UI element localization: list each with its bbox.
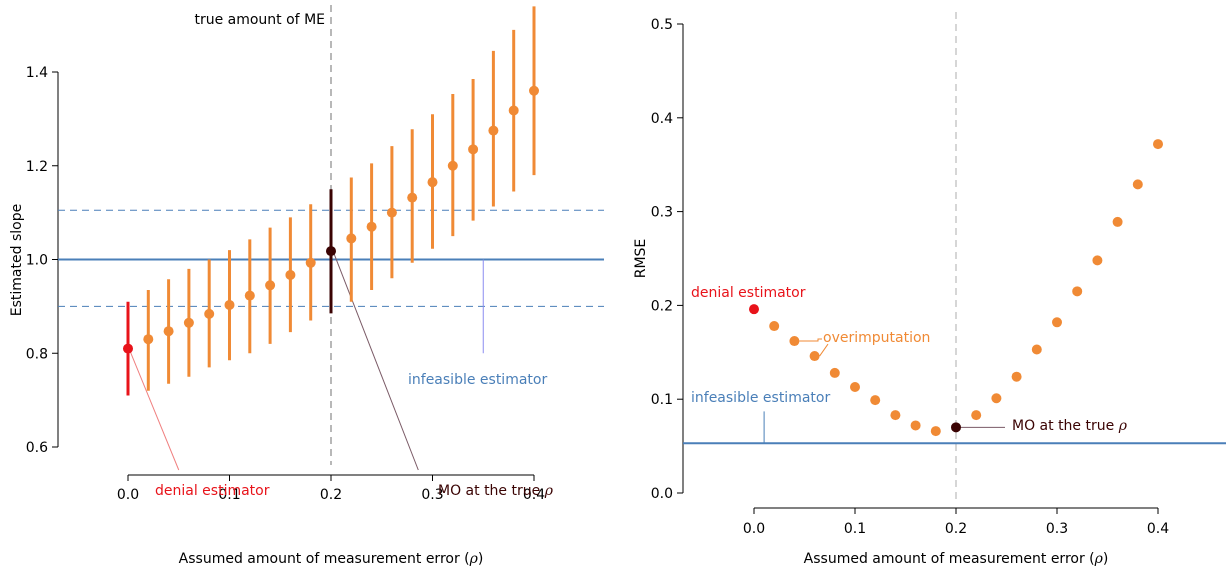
estimate-point bbox=[468, 144, 479, 155]
estimate-point bbox=[244, 290, 255, 301]
rmse-point bbox=[1092, 255, 1103, 266]
estimate-point bbox=[204, 308, 215, 319]
y-tick-label: 0.3 bbox=[651, 205, 673, 221]
y-tick-label: 1.2 bbox=[26, 159, 48, 175]
y-tick-label: 0.1 bbox=[651, 392, 673, 408]
y-tick-label: 0.4 bbox=[651, 111, 673, 127]
y-tick-label: 0.6 bbox=[26, 440, 48, 456]
overimputation-label: overimputation bbox=[823, 330, 930, 346]
infeasible-estimator-label: infeasible estimator bbox=[408, 372, 547, 388]
rmse-point bbox=[1132, 179, 1143, 190]
rmse-point bbox=[1153, 139, 1163, 150]
estimate-point bbox=[183, 317, 194, 328]
estimate-point bbox=[305, 257, 316, 268]
estimate-point bbox=[508, 105, 519, 116]
rmse-point bbox=[1011, 371, 1022, 382]
x-tick-label: 0.3 bbox=[421, 487, 443, 503]
y-axis-label: RMSE bbox=[633, 239, 649, 279]
y-tick-label: 0.2 bbox=[651, 298, 673, 314]
denial-rmse-point bbox=[749, 304, 759, 315]
denial-estimate-point bbox=[123, 343, 133, 354]
y-tick-label: 0.5 bbox=[651, 17, 673, 33]
rmse-point bbox=[910, 420, 921, 431]
rmse-point bbox=[1112, 216, 1123, 227]
x-tick-label: 0.0 bbox=[117, 487, 139, 503]
rmse-point bbox=[829, 367, 840, 378]
mo-true-estimate-point bbox=[326, 246, 336, 257]
infeasible-estimator-label: infeasible estimator bbox=[691, 390, 830, 406]
estimate-point bbox=[488, 125, 499, 136]
rmse-point bbox=[850, 382, 860, 393]
x-tick-label: 0.1 bbox=[218, 487, 240, 503]
x-tick-label: 0.0 bbox=[743, 521, 765, 537]
estimate-point bbox=[427, 177, 438, 188]
y-tick-label: 1.0 bbox=[26, 253, 48, 269]
estimate-point bbox=[285, 269, 296, 280]
mo-true-rmse-point bbox=[951, 422, 961, 433]
y-tick-label: 0.8 bbox=[26, 346, 48, 362]
estimate-point bbox=[447, 160, 458, 171]
denial-pointer bbox=[128, 348, 180, 471]
rmse-panel: 0.0 0.1 0.2 0.3 0.4 0.5 0.0 0.1 0.2 0.3 0.4 denia… bbox=[633, 12, 1226, 567]
x-tick-label: 0.3 bbox=[1046, 521, 1068, 537]
rmse-point bbox=[809, 351, 820, 362]
x-tick-label: 0.4 bbox=[523, 487, 545, 503]
rmse-point bbox=[890, 410, 901, 421]
estimate-point bbox=[143, 334, 154, 345]
mo-true-label: MO at the true ρ bbox=[1012, 418, 1128, 434]
denial-estimator-label: denial estimator bbox=[691, 285, 806, 301]
rmse-point bbox=[769, 321, 780, 332]
slope-panel: 0.6 0.8 1.0 1.2 1.4 0.0 0.1 0.2 0.3 0.4 true amo… bbox=[9, 5, 604, 567]
estimate-point bbox=[265, 280, 276, 291]
estimate-point bbox=[163, 326, 174, 337]
estimate-point bbox=[386, 207, 397, 218]
rmse-point bbox=[1052, 317, 1062, 328]
x-axis-label: Assumed amount of measurement error (ρ) bbox=[804, 551, 1109, 567]
rmse-point bbox=[870, 395, 881, 406]
overimputation-pointer-2 bbox=[819, 343, 829, 357]
x-tick-label: 0.2 bbox=[320, 487, 342, 503]
estimate-point bbox=[529, 85, 539, 96]
estimate-point bbox=[346, 233, 357, 244]
x-tick-label: 0.1 bbox=[844, 521, 866, 537]
y-axis-label: Estimated slope bbox=[9, 204, 25, 316]
rmse-point bbox=[1031, 344, 1042, 355]
overimputation-pointer bbox=[799, 338, 822, 342]
rmse-point bbox=[991, 393, 1002, 404]
estimate-point bbox=[366, 221, 377, 232]
rmse-point bbox=[789, 336, 800, 347]
x-tick-label: 0.2 bbox=[945, 521, 967, 537]
denial-estimator-label: denial estimator bbox=[155, 483, 270, 499]
rmse-point bbox=[1072, 286, 1083, 297]
x-axis-label: Assumed amount of measurement error (ρ) bbox=[179, 551, 484, 567]
mo-true-label: MO at the true ρ bbox=[438, 483, 554, 499]
estimate-point bbox=[224, 299, 235, 310]
rmse-point bbox=[971, 410, 982, 421]
estimate-point bbox=[407, 192, 418, 203]
x-tick-label: 0.4 bbox=[1147, 521, 1169, 537]
y-tick-label: 1.4 bbox=[26, 65, 48, 81]
mo-pointer bbox=[332, 250, 419, 471]
true-rho-label: true amount of ME bbox=[194, 12, 325, 28]
rmse-point bbox=[930, 426, 941, 437]
y-tick-label: 0.0 bbox=[651, 486, 673, 502]
